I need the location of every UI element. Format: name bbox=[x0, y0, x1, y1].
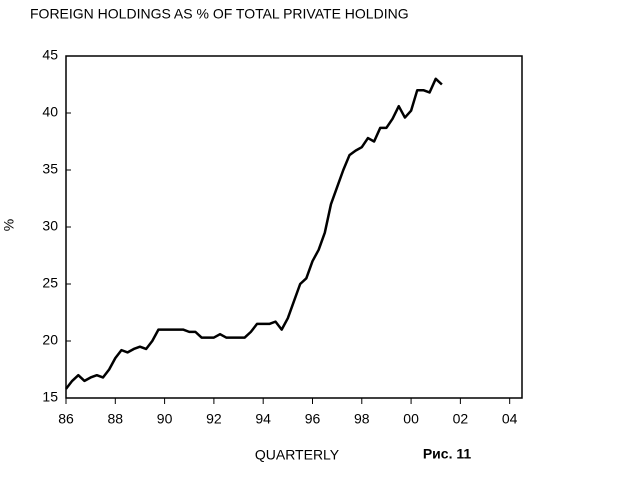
x-tick-label: 92 bbox=[206, 411, 222, 427]
y-tick-label: 25 bbox=[42, 275, 58, 291]
y-tick-label: 45 bbox=[42, 47, 58, 63]
y-tick-label: 30 bbox=[42, 218, 58, 234]
plot-frame bbox=[65, 55, 523, 399]
x-tick-label: 96 bbox=[305, 411, 321, 427]
y-axis-label: % bbox=[1, 219, 17, 231]
x-tick-label: 88 bbox=[108, 411, 124, 427]
chart-title: FOREIGN HOLDINGS AS % OF TOTAL PRIVATE H… bbox=[30, 6, 409, 22]
annotation: Рис. 11 bbox=[423, 446, 472, 462]
x-tick-label: 00 bbox=[403, 411, 419, 427]
data-line bbox=[65, 77, 443, 390]
x-tick-label: 02 bbox=[453, 411, 469, 427]
x-tick-label: 94 bbox=[255, 411, 271, 427]
y-tick-label: 40 bbox=[42, 104, 58, 120]
y-tick-label: 35 bbox=[42, 161, 58, 177]
y-tick-label: 15 bbox=[42, 389, 58, 405]
x-tick-label: 90 bbox=[157, 411, 173, 427]
x-tick-label: 04 bbox=[502, 411, 518, 427]
y-tick-label: 20 bbox=[42, 332, 58, 348]
x-axis-label: QUARTERLY bbox=[255, 447, 340, 463]
x-tick-label: 86 bbox=[58, 411, 74, 427]
x-tick-label: 98 bbox=[354, 411, 370, 427]
